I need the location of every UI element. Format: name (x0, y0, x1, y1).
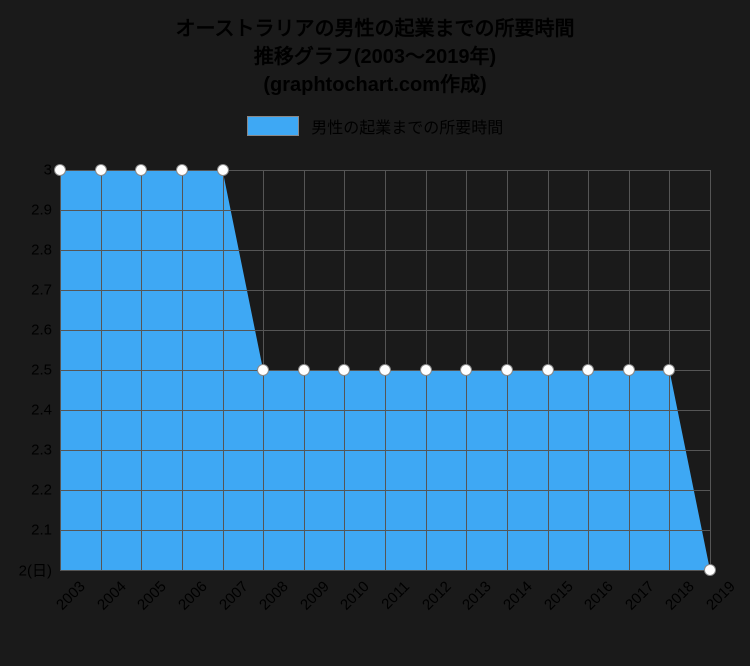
y-tick-label: 2(日) (19, 560, 52, 581)
x-tick-label: 2009 (297, 578, 333, 614)
x-tick-label: 2013 (459, 578, 495, 614)
data-marker (298, 364, 310, 376)
x-tick-label: 2016 (581, 578, 617, 614)
x-tick-label: 2017 (622, 578, 658, 614)
x-tick-label: 2004 (94, 578, 130, 614)
y-tick-label: 2.7 (31, 282, 52, 299)
data-marker (95, 164, 107, 176)
y-tick-label: 2.9 (31, 202, 52, 219)
data-marker (704, 564, 716, 576)
x-tick-label: 2015 (541, 578, 577, 614)
y-tick-label: 3 (44, 162, 52, 179)
y-tick-label: 2.4 (31, 402, 52, 419)
grid-line-v (101, 170, 102, 570)
x-tick-label: 2005 (134, 578, 170, 614)
title-line-2: 推移グラフ(2003〜2019年) (0, 43, 750, 71)
y-tick-label: 2.6 (31, 322, 52, 339)
data-marker (54, 164, 66, 176)
data-marker (176, 164, 188, 176)
x-tick-label: 2006 (175, 578, 211, 614)
x-tick-label: 2003 (53, 578, 89, 614)
y-tick-label: 2.3 (31, 442, 52, 459)
x-tick-label: 2019 (703, 578, 739, 614)
data-marker (501, 364, 513, 376)
grid-line-v (141, 170, 142, 570)
x-tick-label: 2018 (662, 578, 698, 614)
legend-swatch (247, 116, 299, 136)
data-marker (217, 164, 229, 176)
x-tick-label: 2010 (337, 578, 373, 614)
y-tick-label: 2.2 (31, 482, 52, 499)
chart-container: オーストラリアの男性の起業までの所要時間 推移グラフ(2003〜2019年) (… (0, 0, 750, 666)
data-marker (582, 364, 594, 376)
grid-line-v (60, 170, 61, 570)
x-tick-label: 2007 (216, 578, 252, 614)
x-tick-label: 2008 (256, 578, 292, 614)
grid-line-v (182, 170, 183, 570)
chart-legend: 男性の起業までの所要時間 (0, 114, 750, 138)
y-tick-label: 2.1 (31, 522, 52, 539)
chart-title: オーストラリアの男性の起業までの所要時間 推移グラフ(2003〜2019年) (… (0, 0, 750, 99)
grid-line-h (60, 570, 710, 571)
data-marker (420, 364, 432, 376)
data-marker (379, 364, 391, 376)
title-line-3: (graphtochart.com作成) (0, 71, 750, 99)
plot-area: 2(日)2.12.22.32.42.52.62.72.82.9320032004… (60, 170, 710, 570)
data-marker (135, 164, 147, 176)
data-marker (623, 364, 635, 376)
x-tick-label: 2014 (500, 578, 536, 614)
data-marker (338, 364, 350, 376)
data-marker (460, 364, 472, 376)
x-tick-label: 2011 (378, 578, 413, 613)
data-marker (542, 364, 554, 376)
grid-line-v (223, 170, 224, 570)
grid-line-v (710, 170, 711, 570)
data-marker (257, 364, 269, 376)
y-tick-label: 2.5 (31, 362, 52, 379)
x-tick-label: 2012 (419, 578, 455, 614)
legend-label: 男性の起業までの所要時間 (311, 120, 503, 137)
data-marker (663, 364, 675, 376)
y-tick-label: 2.8 (31, 242, 52, 259)
title-line-1: オーストラリアの男性の起業までの所要時間 (0, 15, 750, 43)
